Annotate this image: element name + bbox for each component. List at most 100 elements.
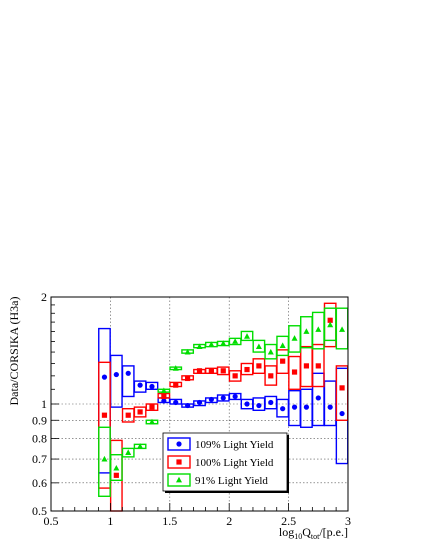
data-point — [244, 333, 251, 339]
error-box — [240, 330, 254, 342]
y-tick-label: 1 — [41, 397, 47, 411]
y-tick-label: 0.5 — [32, 504, 47, 518]
x-axis-label-base: 10 — [294, 532, 302, 541]
data-point — [161, 398, 167, 404]
error-box — [228, 392, 242, 401]
data-point — [173, 382, 179, 388]
legend-swatch — [167, 437, 191, 451]
data-point — [137, 382, 143, 388]
data-point — [291, 404, 298, 410]
x-axis-label-symbol: Q — [302, 525, 311, 539]
data-point — [184, 348, 191, 355]
data-point — [315, 326, 322, 332]
x-tick-label: 2.5 — [281, 514, 296, 528]
data-point — [327, 317, 333, 323]
x-axis-label-prefix: log — [279, 525, 294, 539]
legend-swatch — [167, 455, 191, 469]
data-point — [315, 395, 321, 401]
legend-marker — [176, 441, 182, 447]
data-point — [196, 368, 203, 374]
error-box — [228, 370, 242, 382]
legend-swatch — [167, 473, 191, 487]
data-point — [185, 402, 191, 409]
data-point — [280, 358, 286, 364]
y-tick-label: 0.8 — [32, 431, 47, 445]
y-axis-label: Data/CORSIKA (H3a) — [7, 297, 21, 406]
data-point — [220, 340, 227, 346]
data-series — [98, 302, 349, 512]
data-point — [149, 404, 155, 410]
data-point — [196, 399, 203, 406]
data-point — [339, 410, 345, 417]
data-point — [279, 342, 286, 348]
error-box — [121, 365, 135, 398]
data-point — [137, 409, 143, 415]
data-point — [256, 363, 262, 369]
data-point — [101, 374, 108, 380]
data-point — [303, 404, 310, 410]
data-point — [160, 387, 167, 394]
error-box — [98, 361, 111, 489]
series-square — [98, 302, 349, 512]
data-point — [161, 393, 167, 400]
error-box — [121, 447, 135, 458]
error-box — [323, 380, 337, 427]
data-point — [291, 335, 298, 341]
x-tick-label: 2 — [226, 514, 232, 528]
legend: 109% Light Yield 100% Light Yield 91% Ligh… — [162, 432, 289, 493]
legend-box — [162, 432, 288, 492]
data-point — [268, 399, 274, 406]
data-point — [137, 443, 144, 449]
data-point — [208, 396, 214, 403]
data-point — [232, 393, 238, 400]
data-point — [244, 366, 250, 373]
x-axis-label-subscript: tot — [311, 532, 320, 541]
data-point — [101, 455, 108, 462]
data-point — [291, 369, 298, 375]
error-box — [264, 365, 278, 386]
error-box — [98, 327, 111, 474]
data-point — [125, 412, 131, 418]
data-point — [101, 412, 108, 418]
x-axis-label-suffix: /[p.e.] — [319, 525, 348, 539]
data-point — [339, 385, 345, 391]
data-point — [149, 383, 155, 390]
error-box — [109, 454, 123, 482]
error-box — [311, 343, 325, 388]
error-box — [109, 354, 123, 408]
data-point — [185, 375, 191, 382]
data-point — [327, 404, 333, 410]
data-point — [255, 343, 262, 350]
axis-ticks: 0.5 1 1.5 2 2.5 3 0.5 0.6 0.7 0.8 0.9 1 2 — [32, 290, 351, 528]
data-point — [148, 418, 155, 425]
data-point — [113, 472, 119, 478]
data-point — [220, 395, 226, 401]
data-point — [315, 363, 321, 369]
data-point — [173, 399, 179, 406]
data-point — [125, 449, 132, 455]
x-tick-label: 0.5 — [44, 514, 59, 528]
data-point — [244, 401, 250, 407]
data-point — [232, 338, 239, 344]
legend-label: 91% Light Yield — [195, 475, 268, 487]
x-axis-label: log10Qtot/[p.e.] — [279, 525, 348, 541]
error-box — [133, 406, 147, 418]
data-point — [113, 464, 120, 471]
data-point — [172, 365, 179, 371]
legend-label: 100% Light Yield — [195, 457, 274, 469]
data-point — [327, 321, 334, 328]
data-point — [339, 326, 346, 332]
y-tick-label: 0.7 — [32, 452, 47, 466]
data-point — [196, 343, 203, 350]
data-point — [220, 368, 226, 374]
data-point — [208, 341, 215, 347]
x-tick-label: 1.5 — [162, 514, 177, 528]
series-triangle — [98, 307, 349, 497]
data-point — [267, 348, 274, 355]
y-tick-label: 0.9 — [32, 413, 47, 427]
data-point — [113, 371, 119, 378]
error-box — [145, 381, 159, 390]
data-point — [268, 373, 274, 379]
legend-marker — [176, 476, 182, 483]
y-tick-label: 0.6 — [32, 476, 47, 490]
